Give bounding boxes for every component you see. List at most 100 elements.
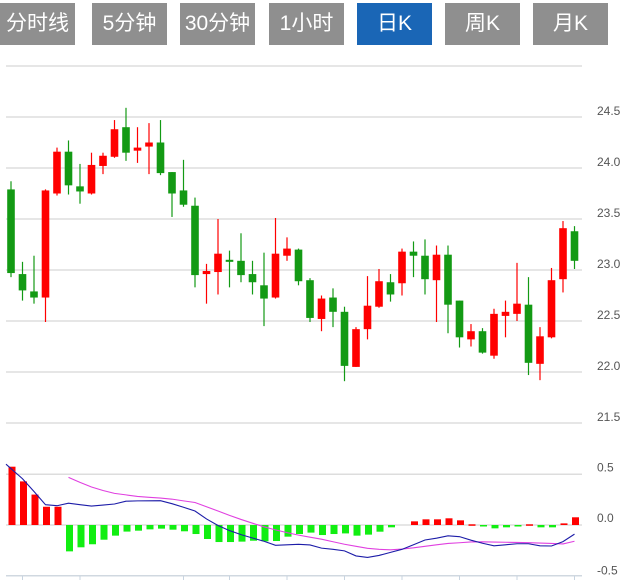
candle-body [317,298,326,319]
candle-body [99,155,107,166]
candle-body [260,285,268,299]
tab-30min[interactable]: 30分钟 [180,3,255,45]
candle [87,152,96,195]
candle-body [352,329,360,367]
macd-bar [135,525,142,531]
macd-bar [296,525,303,535]
macd-bar [468,524,476,526]
macd-bar [204,525,211,539]
candle-body [271,253,280,298]
candle [7,181,15,278]
candle-body [41,190,50,298]
candle [53,147,61,196]
candle [570,226,579,269]
candle-body [76,186,84,192]
candle-body [386,282,395,295]
price-tick-label: 22.5 [597,308,621,322]
macd-bar [422,519,430,525]
macd-bar [112,525,119,536]
candle [444,245,452,334]
tab-monthly-k[interactable]: 月K [533,3,608,45]
candle [191,197,199,288]
macd-bar [549,525,556,528]
candle [214,219,222,295]
macd-bar [480,525,487,527]
macd-bar [238,525,246,542]
candle [421,239,429,295]
macd-bar [376,525,384,532]
candle [375,268,383,308]
candle-body [467,331,475,340]
price-tick-label: 24.0 [597,155,621,169]
macd-bar [54,506,62,525]
tab-intraday[interactable]: 分时线 [0,3,75,45]
macd-bar [123,525,131,532]
candle [237,233,245,283]
candle-body [444,254,452,305]
dea-line [68,476,575,551]
candle [501,300,510,338]
tab-1hour[interactable]: 1小时 [269,3,344,45]
candle-body [225,259,234,262]
macd-bar [572,517,579,525]
price-tick-label: 23.0 [597,257,621,271]
candle-body [455,300,464,338]
tab-daily-k[interactable]: 日K [357,3,432,45]
macd-bar [491,525,499,529]
candle-body [145,142,153,147]
candle [524,277,533,376]
candle [260,252,268,327]
candle-body [7,189,15,274]
candle-body [329,297,337,312]
price-tick-label: 24.5 [597,104,621,118]
candle-body [53,151,61,194]
candle [513,262,521,321]
candle [64,140,73,195]
candle-body [248,274,257,283]
candle-body [398,251,406,284]
candle-body [421,255,429,280]
macd-bar [273,525,280,542]
candle [271,217,280,299]
tab-weekly-k[interactable]: 周K [445,3,520,45]
macd-bar [250,525,257,541]
macd-bar [445,518,453,525]
macd-bar [307,525,315,533]
candle-body [30,291,38,298]
macd-bar [100,525,108,540]
candle [76,163,84,204]
candle-body [375,281,383,307]
candle-body [202,271,211,275]
tab-5min[interactable]: 5分钟 [92,3,167,45]
candle [202,263,211,304]
candle-body [64,151,73,186]
macd-bar [215,525,223,543]
candle-body [237,260,245,276]
macd-bar [43,506,50,525]
candle [329,288,337,328]
macd-bar [526,524,533,526]
macd-bar [66,525,73,552]
candle-body [122,127,130,153]
candle-body [501,311,510,316]
candle [536,327,544,381]
candle-body [168,172,176,194]
candle-body [547,280,556,338]
macd-tick-label: 0.5 [597,460,614,474]
candle [352,327,360,367]
candle [490,308,498,359]
candle-body [18,274,27,291]
dif-line [5,463,575,559]
candle-body [133,147,142,151]
macd-bar [514,525,522,527]
price-tick-label: 23.5 [597,206,621,220]
candle [110,120,119,158]
candle [145,123,153,175]
candle [18,261,27,301]
macd-tick-label: -0.5 [597,564,618,578]
macd-bar [77,525,85,548]
candle [478,328,487,354]
candle [386,274,395,302]
macd-bar [353,525,361,536]
